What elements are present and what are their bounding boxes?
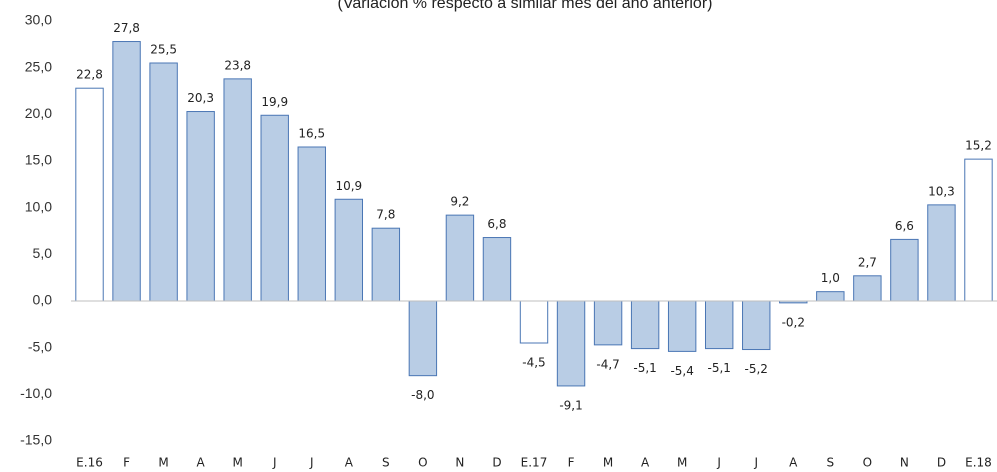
x-tick-label: J xyxy=(716,456,721,470)
x-tick-label: J xyxy=(272,456,277,470)
y-tick-label: 5,0 xyxy=(33,245,53,261)
value-label: 20,3 xyxy=(187,91,214,105)
x-tick-label: A xyxy=(789,456,798,470)
bar xyxy=(408,300,438,377)
bar xyxy=(75,87,104,302)
value-label: 27,8 xyxy=(113,21,140,35)
value-label: -5,2 xyxy=(745,362,768,376)
value-label: 10,9 xyxy=(335,179,362,193)
bar xyxy=(186,111,215,302)
bar xyxy=(890,238,919,302)
y-tick-label: -15,0 xyxy=(20,432,52,448)
y-tick-label: 15,0 xyxy=(25,152,52,168)
bar xyxy=(223,78,252,302)
x-tick-label: J xyxy=(753,456,758,470)
bar xyxy=(927,204,956,302)
x-tick-label: D xyxy=(492,456,501,470)
value-label: 2,7 xyxy=(858,255,877,269)
x-tick-label: M xyxy=(603,456,613,470)
bar xyxy=(667,300,697,352)
bar xyxy=(816,291,845,302)
bar xyxy=(371,227,401,302)
bar xyxy=(630,300,660,350)
bar xyxy=(297,146,326,302)
x-tick-label: M xyxy=(677,456,687,470)
bar xyxy=(519,300,549,344)
y-tick-label: 25,0 xyxy=(25,58,52,74)
x-tick-label: M xyxy=(233,456,243,470)
y-tick-label: 0,0 xyxy=(33,292,53,308)
value-label: -5,1 xyxy=(707,361,730,375)
x-tick-label: S xyxy=(827,456,835,470)
x-tick-label: O xyxy=(418,456,427,470)
x-tick-label: A xyxy=(197,456,206,470)
bar xyxy=(445,214,475,302)
x-tick-label: E.16 xyxy=(76,456,103,470)
bar xyxy=(149,62,178,302)
x-tick-label: S xyxy=(382,456,390,470)
value-label: 6,6 xyxy=(895,219,914,233)
y-tick-label: -10,0 xyxy=(20,385,52,401)
value-label: -8,0 xyxy=(411,388,434,402)
x-tick-label: F xyxy=(568,456,575,470)
value-label: -5,4 xyxy=(670,364,693,378)
bar xyxy=(704,300,734,350)
x-tick-label: D xyxy=(937,456,946,470)
x-tick-label: M xyxy=(158,456,168,470)
x-tick-label: A xyxy=(641,456,650,470)
x-tick-label: N xyxy=(455,456,464,470)
value-label: 16,5 xyxy=(298,127,325,141)
bar xyxy=(853,275,882,302)
x-tick-label: J xyxy=(309,456,314,470)
value-label: 9,2 xyxy=(450,195,469,209)
bar xyxy=(112,41,141,302)
bar xyxy=(260,114,289,302)
x-tick-label: E.18 xyxy=(965,456,992,470)
x-tick-label: N xyxy=(900,456,909,470)
bar xyxy=(964,158,993,302)
value-label: 7,8 xyxy=(376,208,395,222)
value-label: 6,8 xyxy=(487,217,506,231)
bar xyxy=(556,300,586,387)
y-tick-label: 10,0 xyxy=(25,198,52,214)
value-label: 22,8 xyxy=(76,68,103,82)
y-tick-label: 30,0 xyxy=(25,12,52,28)
y-tick-label: -5,0 xyxy=(28,338,52,354)
value-label: -0,2 xyxy=(782,315,805,329)
x-tick-label: E.17 xyxy=(521,456,548,470)
bar xyxy=(334,198,364,302)
value-label: -5,1 xyxy=(633,361,656,375)
x-tick-label: O xyxy=(863,456,872,470)
value-label: 1,0 xyxy=(821,271,840,285)
x-tick-label: F xyxy=(123,456,130,470)
value-label: -4,7 xyxy=(596,357,619,371)
value-label: -9,1 xyxy=(559,398,582,412)
value-label: 15,2 xyxy=(965,139,992,153)
chart-subtitle: (Variación % respecto a similar mes del … xyxy=(338,0,713,12)
x-tick-label: A xyxy=(345,456,354,470)
y-tick-label: 20,0 xyxy=(25,105,52,121)
value-label: 19,9 xyxy=(261,95,288,109)
bar xyxy=(742,300,771,351)
bar xyxy=(593,300,623,346)
value-label: 23,8 xyxy=(224,58,251,72)
bar xyxy=(482,237,512,302)
value-label: -4,5 xyxy=(522,356,545,370)
value-label: 25,5 xyxy=(150,43,177,57)
value-label: 10,3 xyxy=(928,184,955,198)
